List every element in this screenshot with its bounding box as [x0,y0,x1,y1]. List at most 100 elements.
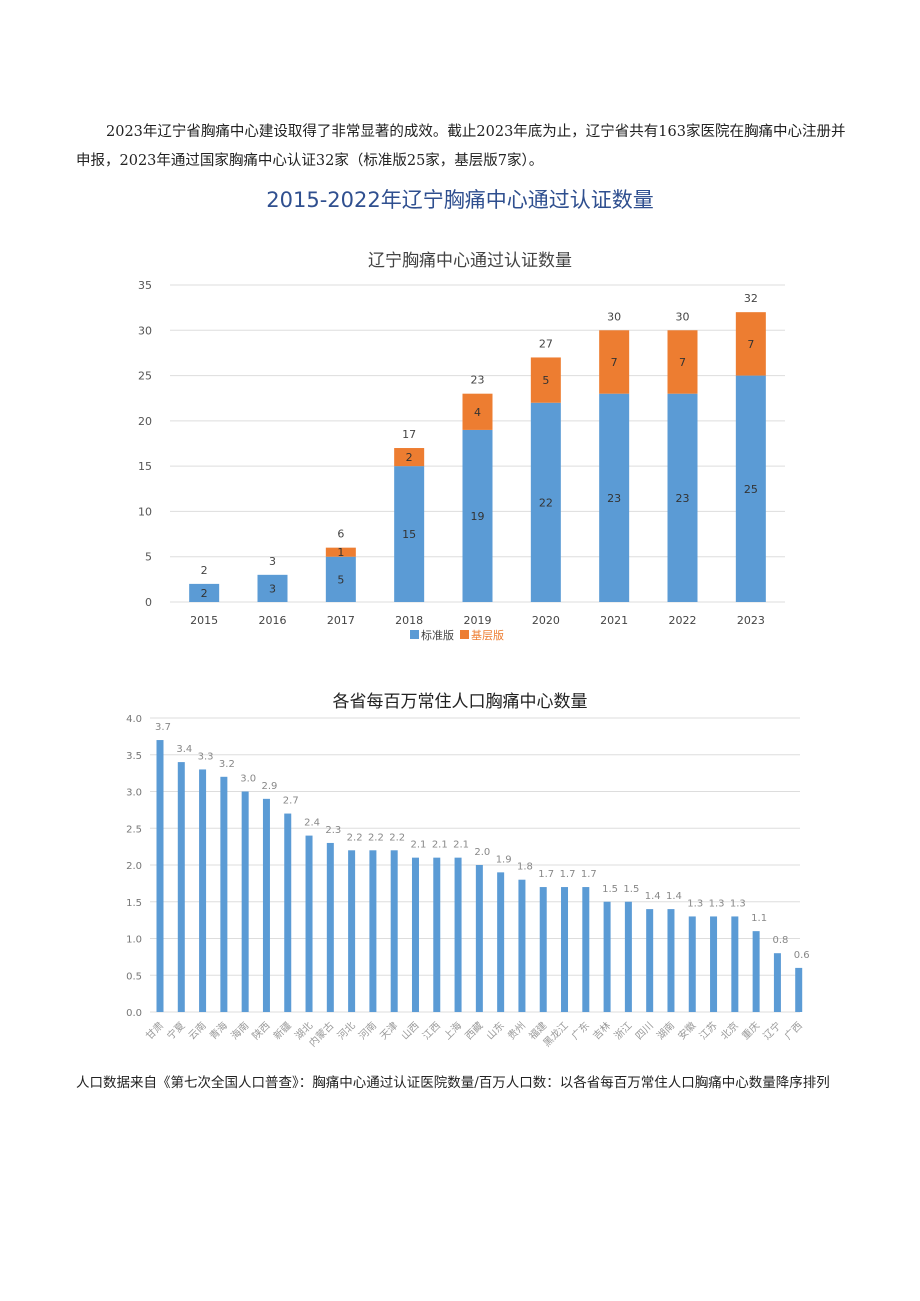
y-tick-label: 1.5 [126,898,142,909]
x-tick-label: 湖南 [654,1019,677,1042]
bar [177,762,185,1012]
data-label: 15 [402,528,416,541]
data-label: 3.2 [219,759,235,770]
bar-segment-standard [599,393,630,602]
data-label: 2.7 [283,796,299,807]
data-label: 0.8 [772,935,788,946]
data-label: 2.1 [453,840,469,851]
data-label: 1.3 [709,898,725,909]
bar [518,879,526,1012]
y-tick-label: 2.5 [126,824,142,835]
x-tick-label: 2019 [464,614,492,627]
bar [220,776,228,1012]
data-label: 2.2 [368,832,384,843]
data-label: 4 [474,406,481,419]
bar [241,791,249,1012]
data-label: 2.1 [432,840,448,851]
total-label: 3 [269,555,276,568]
x-tick-label: 甘肃 [143,1019,166,1042]
bar-segment-basic [599,330,630,394]
y-tick-label: 3.5 [126,751,142,762]
data-label: 2.9 [261,781,277,792]
intro-paragraph: 2023年辽宁省胸痛中心建设取得了非常显著的成效。截止2023年底为止，辽宁省共… [76,124,846,169]
province-bar-chart: 各省每百万常住人口胸痛中心数量 0.0 0.5 1.0 1.5 2.0 2.5 3.0 3.5 4… [126,692,810,1049]
x-tick-label: 安徽 [675,1019,698,1042]
x-tick-label: 内蒙古 [306,1019,336,1049]
data-label: 3.7 [155,722,171,733]
bar [773,953,781,1012]
data-label: 3.4 [176,744,192,755]
data-label: 2 [406,451,413,464]
data-label: 0.6 [794,950,810,961]
bar [667,909,675,1012]
x-tick-label: 2022 [669,614,697,627]
bar [369,850,377,1012]
data-label: 7 [611,356,618,369]
total-label: 27 [539,337,553,350]
y-tick-label: 0 [145,596,152,609]
x-tick-label: 广东 [569,1019,592,1042]
data-label: 1.3 [687,898,703,909]
data-label: 1.5 [602,884,618,895]
bar [752,931,760,1012]
legend-swatch [410,630,419,639]
bar [582,887,590,1012]
y-tick-label: 15 [138,460,152,473]
total-label: 6 [337,528,344,541]
x-tick-label: 陕西 [249,1019,272,1042]
legend-label: 基层版 [471,628,504,642]
x-tick-label: 海南 [228,1019,251,1042]
chart-title: 各省每百万常住人口胸痛中心数量 [333,692,588,712]
data-label: 7 [747,338,754,351]
x-tick-label: 2016 [259,614,287,627]
bar [710,916,718,1012]
data-label: 3 [269,582,276,595]
x-tick-label: 山西 [399,1020,422,1043]
bar [433,857,441,1012]
bar [262,798,270,1012]
bar [390,850,398,1012]
total-label: 17 [402,428,416,441]
x-tick-label: 西藏 [463,1020,486,1043]
x-tick-label: 北京 [718,1019,741,1042]
data-label: 7 [679,356,686,369]
x-tick-label: 贵州 [505,1019,528,1042]
y-tick-label: 10 [138,505,152,518]
x-tick-label: 2020 [532,614,560,627]
bar [497,872,505,1012]
x-tick-label: 河北 [335,1020,358,1043]
x-tick-label: 江西 [420,1020,443,1043]
data-label: 5 [542,374,549,387]
stacked-bar-chart: 辽宁胸痛中心通过认证数量0510152025303522201533201651… [138,251,785,642]
data-label: 3.0 [240,774,256,785]
data-label: 2.2 [389,832,405,843]
bar-segment-standard [325,556,356,602]
x-tick-label: 上海 [441,1019,464,1042]
bar-segment-basic [530,357,561,403]
bar [454,857,462,1012]
bar [688,916,696,1012]
data-label: 1.5 [623,884,639,895]
bar-segment-standard [257,574,288,602]
x-tick-label: 云南 [185,1019,208,1042]
bar-segment-standard [189,583,220,602]
x-tick-label: 河南 [356,1019,379,1042]
x-tick-label: 四川 [634,1020,656,1042]
bar [795,967,803,1012]
data-label: 2.3 [325,825,341,836]
chart-title: 辽宁胸痛中心通过认证数量 [368,251,572,271]
x-tick-label: 2017 [327,614,355,627]
bar-segment-basic [735,312,766,376]
data-label: 2.2 [347,832,363,843]
x-tick-label: 新疆 [271,1019,294,1042]
x-tick-label: 浙江 [612,1020,635,1043]
bar-segment-basic [325,547,356,557]
data-label: 1.8 [517,862,533,873]
x-tick-label: 山东 [483,1019,506,1042]
total-label: 30 [676,310,690,323]
bar [624,901,632,1012]
bar [348,850,356,1012]
y-tick-label: 30 [138,324,152,337]
data-label: 1 [337,546,344,559]
data-label: 2 [201,587,208,600]
